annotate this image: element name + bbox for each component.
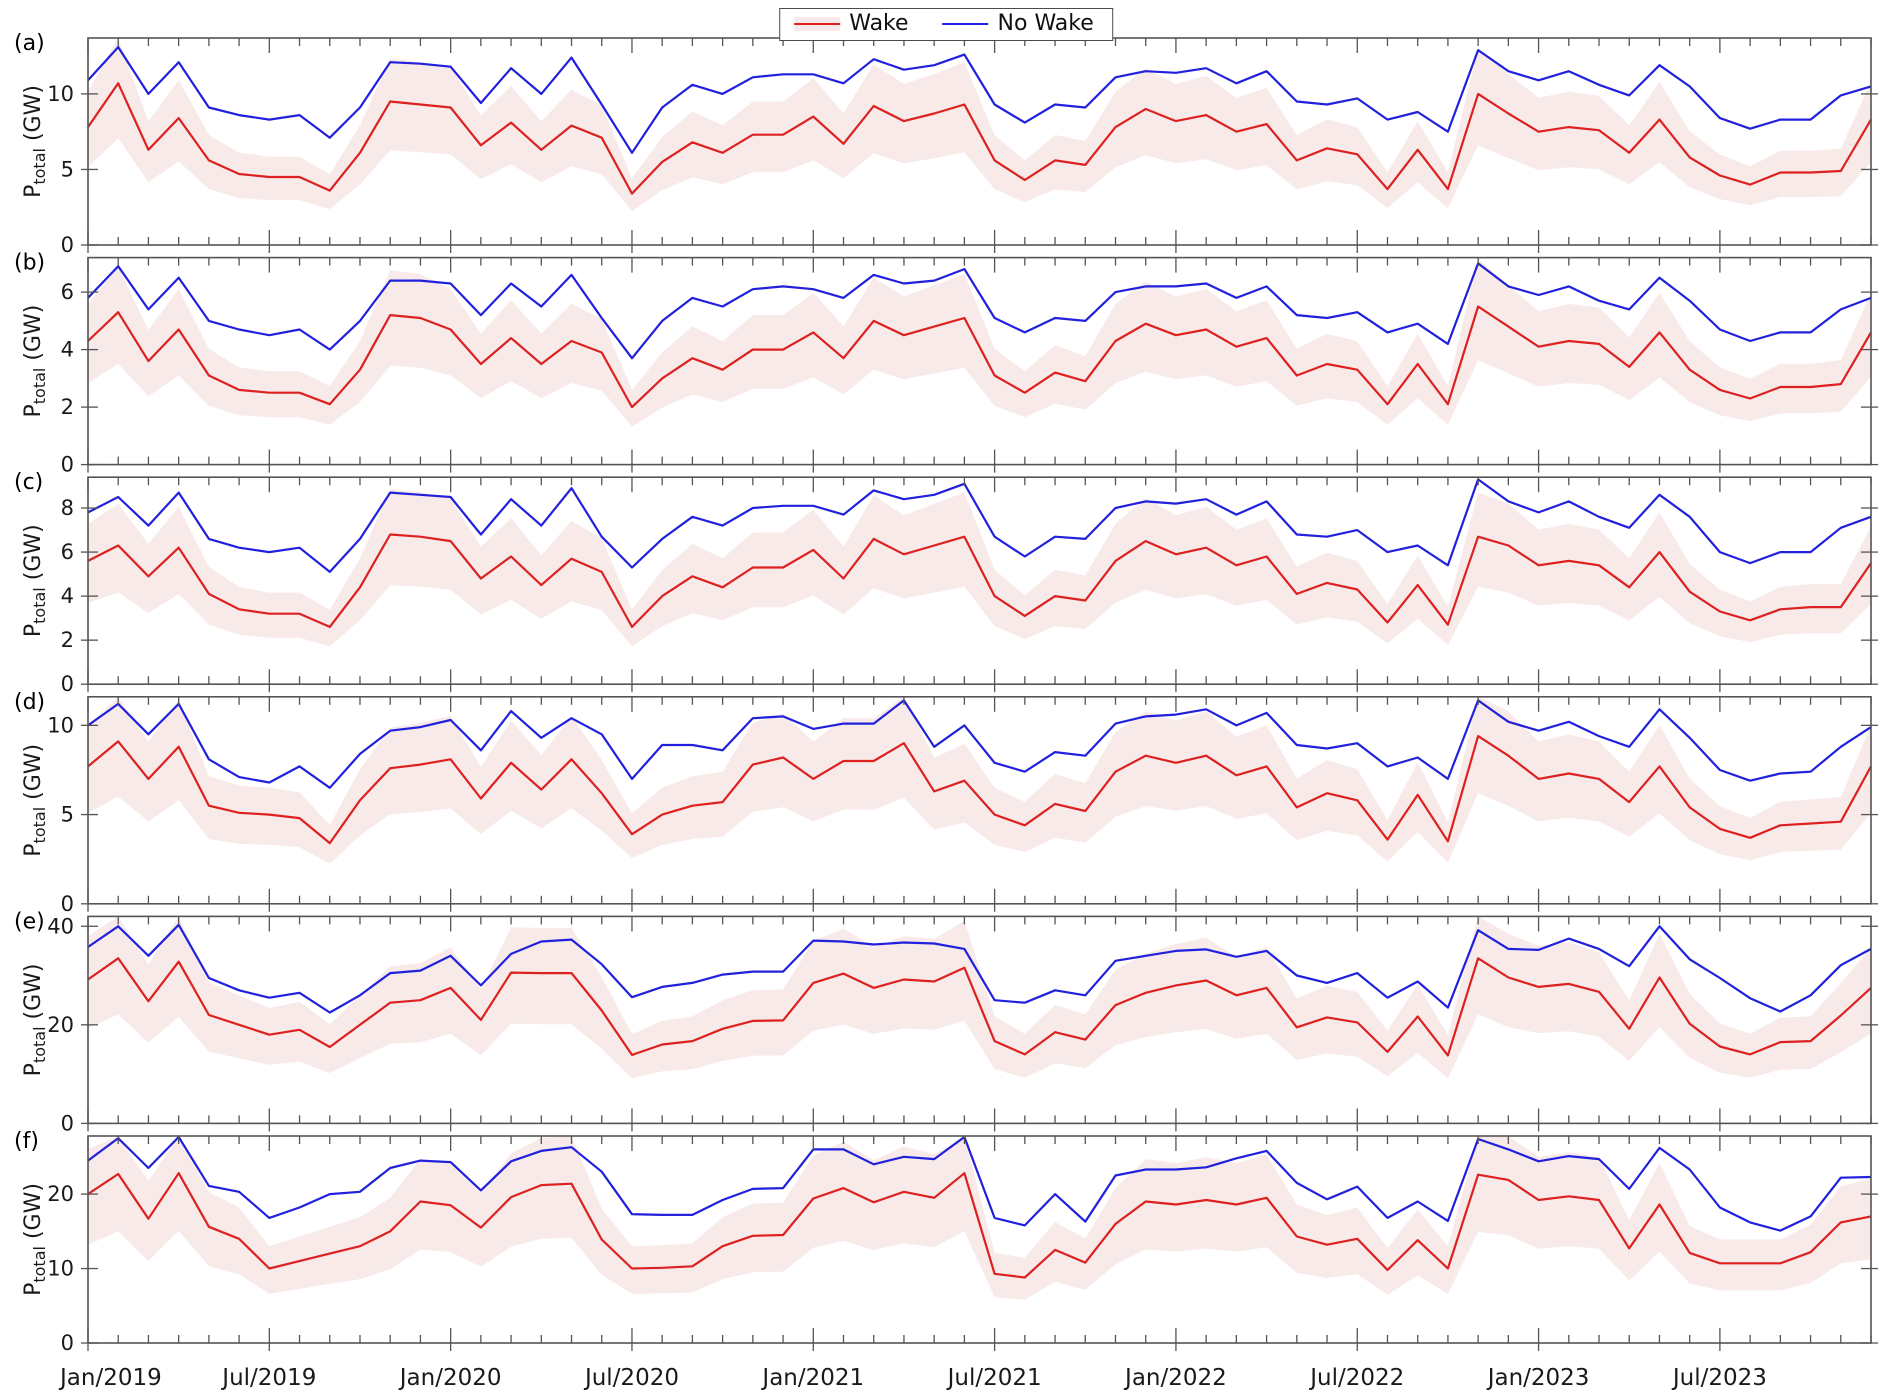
panel-letter: (e) [14,909,45,934]
x-tick-label: Jul/2020 [583,1365,679,1391]
y-tick-label: 2 [61,395,74,419]
wake-line [87,533,1872,628]
panel-frame [87,695,1872,905]
y-tick-label: 6 [61,540,74,564]
panel-letter: (a) [14,31,45,56]
y-tick-label: 8 [61,496,74,520]
x-tick-label: Jan/2022 [1123,1365,1227,1391]
y-tick-label: 0 [61,453,74,477]
x-tick-label: Jan/2021 [760,1365,864,1391]
y-axis-label: Ptotal (GW) [21,524,49,637]
y-axis-label: Ptotal (GW) [21,85,49,198]
wake-line [87,1172,1872,1279]
y-tick-label: 5 [61,803,74,827]
y-tick-label: 10 [47,82,74,106]
legend-box: Wake No Wake [779,8,1113,41]
legend-label-wake: Wake [849,11,909,36]
y-tick-label: 20 [47,1182,74,1206]
y-tick-label: 40 [47,914,74,938]
wake-line [87,735,1872,845]
wake-uncertainty-band [88,1136,1871,1300]
panel-letter: (f) [14,1129,39,1154]
y-tick-label: 5 [61,157,74,181]
no-wake-line-icon [942,23,989,26]
wake-line-swatch [794,16,841,32]
y-tick-label: 0 [61,1331,74,1355]
no-wake-line [87,478,1872,573]
wake-line [87,305,1872,409]
panel-frame [87,256,1872,466]
panel-letter: (c) [14,470,43,495]
y-axis-label: Ptotal (GW) [21,744,49,857]
wake-line [87,957,1872,1057]
legend-item-wake: Wake [794,11,909,36]
y-tick-label: 4 [61,584,74,608]
panel-frame [87,915,1872,1125]
y-axis-label: Ptotal (GW) [21,305,49,418]
wake-uncertainty-band [88,38,1871,212]
x-tick-label: Jan/2019 [58,1365,162,1391]
wake-uncertainty-band [88,916,1871,1079]
wake-uncertainty-band [88,259,1871,427]
x-tick-label: Jul/2023 [1671,1365,1767,1391]
panel-letter: (d) [14,690,45,715]
y-tick-label: 0 [61,892,74,916]
y-tick-label: 0 [61,233,74,257]
wake-uncertainty-band [88,696,1871,864]
panel-frame [87,1135,1872,1344]
y-tick-label: 2 [61,628,74,652]
x-tick-label: Jan/2020 [398,1365,502,1391]
no-wake-line-swatch [942,16,989,32]
no-wake-line [87,699,1872,789]
x-tick-label: Jan/2023 [1486,1365,1590,1391]
legend-item-no-wake: No Wake [942,11,1094,36]
y-tick-label: 20 [47,1013,74,1037]
y-tick-label: 6 [61,280,74,304]
y-tick-label: 10 [47,713,74,737]
y-tick-label: 0 [61,1111,74,1135]
wake-line-icon [794,23,841,26]
y-tick-label: 10 [47,1257,74,1281]
panel-letter: (b) [14,251,45,276]
panel-frame [87,476,1872,686]
y-axis-label: Ptotal (GW) [21,963,49,1076]
no-wake-line [87,923,1872,1014]
y-axis-label: Ptotal (GW) [21,1183,49,1296]
y-tick-label: 0 [61,672,74,696]
legend-label-no-wake: No Wake [997,11,1094,36]
x-tick-label: Jul/2021 [946,1365,1042,1391]
y-tick-label: 4 [61,338,74,362]
no-wake-line [87,262,1872,360]
no-wake-line [87,46,1872,154]
wake-line [87,82,1872,195]
no-wake-line [87,1135,1872,1232]
x-tick-label: Jul/2019 [220,1365,316,1391]
x-tick-label: Jul/2022 [1308,1365,1404,1391]
